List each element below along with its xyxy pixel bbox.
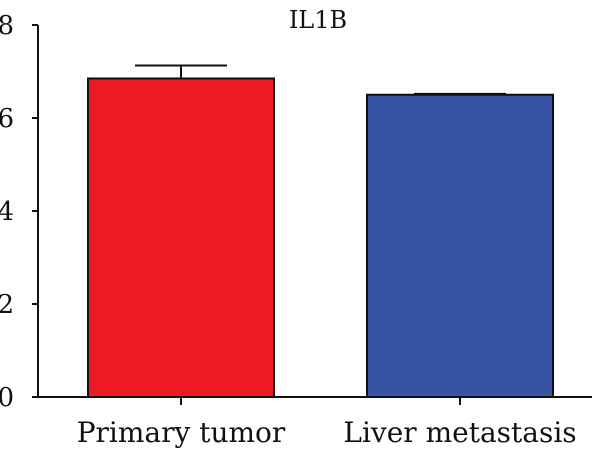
x-category-label: Primary tumor <box>77 416 286 449</box>
y-tick-label: 0 <box>0 383 14 413</box>
y-tick-label: 4 <box>0 197 14 227</box>
bar-liver-metastasis <box>366 93 554 398</box>
x-category-label: Liver metastasis <box>343 416 576 449</box>
y-tick-label: 2 <box>0 290 14 320</box>
y-tick-label: 6 <box>0 104 14 134</box>
chart-title: IL1B <box>289 6 347 34</box>
plot-area: 0 2 4 6 8 Primary tumor Liver metastasis <box>0 11 592 449</box>
bar-primary-tumor <box>87 77 275 398</box>
y-tick-label: 8 <box>0 11 14 41</box>
